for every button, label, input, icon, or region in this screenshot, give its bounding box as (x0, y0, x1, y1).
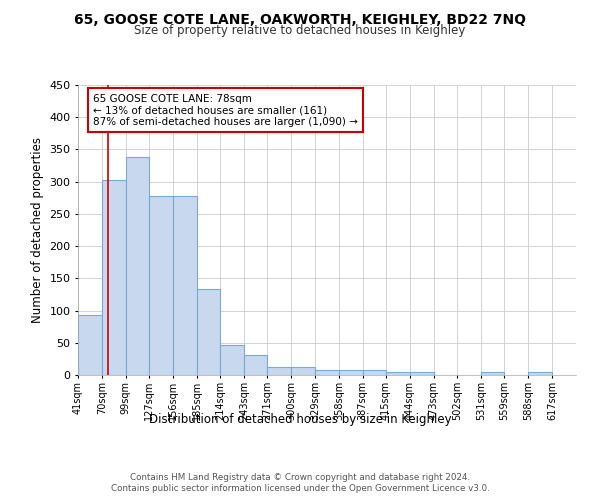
Text: 65, GOOSE COTE LANE, OAKWORTH, KEIGHLEY, BD22 7NQ: 65, GOOSE COTE LANE, OAKWORTH, KEIGHLEY,… (74, 12, 526, 26)
Bar (244, 355, 268, 375)
Bar (268, 366, 291, 375)
Text: Contains HM Land Registry data © Crown copyright and database right 2024.: Contains HM Land Registry data © Crown c… (130, 472, 470, 482)
Bar (78, 315, 102, 375)
Text: Size of property relative to detached houses in Keighley: Size of property relative to detached ho… (134, 24, 466, 37)
Bar (197, 290, 220, 375)
Bar (315, 370, 339, 375)
Text: 65 GOOSE COTE LANE: 78sqm
← 13% of detached houses are smaller (161)
87% of semi: 65 GOOSE COTE LANE: 78sqm ← 13% of detac… (93, 94, 358, 127)
Bar (386, 372, 410, 375)
Text: Distribution of detached houses by size in Keighley: Distribution of detached houses by size … (149, 412, 451, 426)
Bar (173, 196, 197, 375)
Bar (291, 366, 315, 375)
Bar (149, 196, 173, 375)
Bar (126, 157, 149, 375)
Bar (528, 372, 552, 375)
Y-axis label: Number of detached properties: Number of detached properties (31, 137, 44, 323)
Text: Contains public sector information licensed under the Open Government Licence v3: Contains public sector information licen… (110, 484, 490, 493)
Bar (363, 370, 386, 375)
Bar (220, 346, 244, 375)
Bar (102, 180, 126, 375)
Bar (339, 370, 363, 375)
Bar (481, 372, 505, 375)
Bar (410, 372, 434, 375)
